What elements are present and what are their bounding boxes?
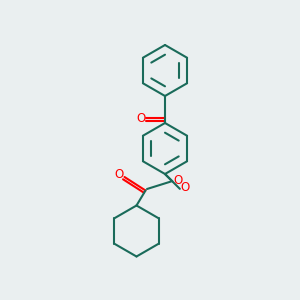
Text: O: O [137,112,146,125]
Text: O: O [180,181,189,194]
Text: O: O [115,167,124,181]
Text: O: O [173,173,182,187]
